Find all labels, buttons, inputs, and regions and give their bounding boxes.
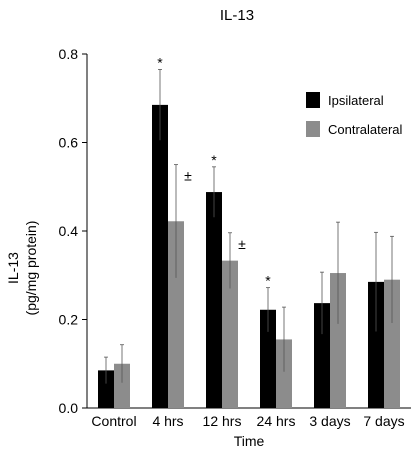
y-tick-label: 0.4 bbox=[59, 223, 79, 239]
significance-marker: * bbox=[211, 152, 217, 168]
y-tick-label: 0.8 bbox=[59, 46, 79, 62]
legend-label: Contralateral bbox=[328, 122, 403, 137]
significance-marker: * bbox=[265, 273, 271, 289]
x-tick-label: 4 hrs bbox=[152, 413, 183, 429]
legend-swatch bbox=[306, 121, 320, 137]
chart-title: IL-13 bbox=[220, 7, 254, 24]
bar bbox=[384, 279, 400, 408]
bar bbox=[206, 192, 222, 408]
bar bbox=[314, 303, 330, 408]
significance-marker: ± bbox=[184, 168, 192, 184]
plot-area: 0.0 0.2 0.4 0.6 0.8 Control 4 hrs * ±12 hrs * ±24 … bbox=[59, 46, 411, 429]
x-tick-label: 24 hrs bbox=[257, 413, 296, 429]
bar bbox=[368, 281, 384, 408]
bar bbox=[114, 363, 130, 408]
bar bbox=[168, 221, 184, 408]
significance-marker: ± bbox=[238, 236, 246, 252]
bar bbox=[152, 104, 168, 408]
y-axis-label: IL-13 (pg/mg protein) bbox=[5, 221, 39, 316]
x-tick-label: 3 days bbox=[309, 413, 350, 429]
legend-swatch bbox=[306, 92, 320, 108]
bar bbox=[260, 309, 276, 408]
bar bbox=[222, 260, 238, 408]
y-tick-label: 0.6 bbox=[59, 135, 79, 151]
legend-label: Ipsilateral bbox=[328, 93, 384, 108]
x-tick-label: 12 hrs bbox=[203, 413, 242, 429]
x-axis-label: Time bbox=[234, 433, 265, 449]
y-axis-label-unit: (pg/mg protein) bbox=[23, 221, 39, 316]
bar bbox=[276, 339, 292, 408]
x-tick-label: Control bbox=[91, 413, 136, 429]
y-axis-label-name: IL-13 bbox=[5, 252, 21, 284]
x-tick-label: 7 days bbox=[363, 413, 404, 429]
legend: Ipsilateral Contralateral bbox=[306, 92, 403, 137]
bar bbox=[330, 273, 346, 408]
bar bbox=[98, 370, 114, 408]
y-tick-label: 0.0 bbox=[59, 400, 79, 416]
y-tick-label: 0.2 bbox=[59, 312, 79, 328]
significance-marker: * bbox=[157, 54, 163, 70]
